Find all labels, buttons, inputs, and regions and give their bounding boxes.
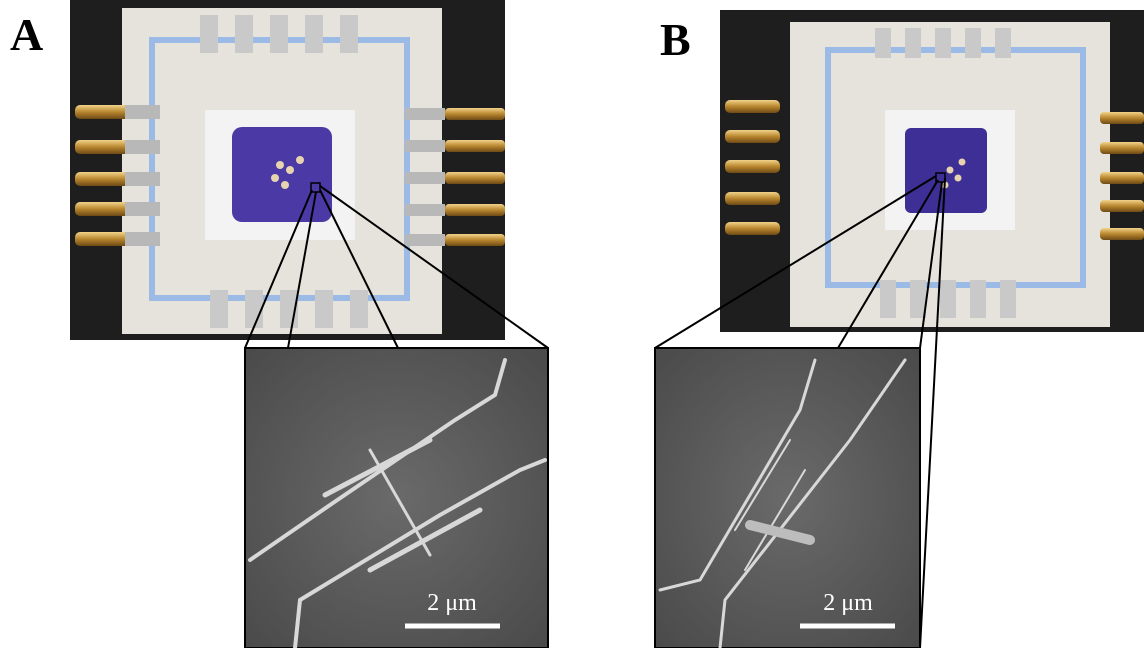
photo-b bbox=[720, 10, 1144, 332]
panel-label: A bbox=[10, 9, 43, 60]
panel-label: B bbox=[660, 14, 691, 65]
scale-bar-label: 2 μm bbox=[427, 590, 477, 616]
photo-a bbox=[70, 0, 505, 340]
figure: A 2 μm B bbox=[0, 0, 1144, 648]
sem-a: 2 μm bbox=[245, 348, 548, 648]
sem-b: 2 μm bbox=[655, 348, 920, 648]
scale-bar-label: 2 μm bbox=[823, 590, 873, 616]
